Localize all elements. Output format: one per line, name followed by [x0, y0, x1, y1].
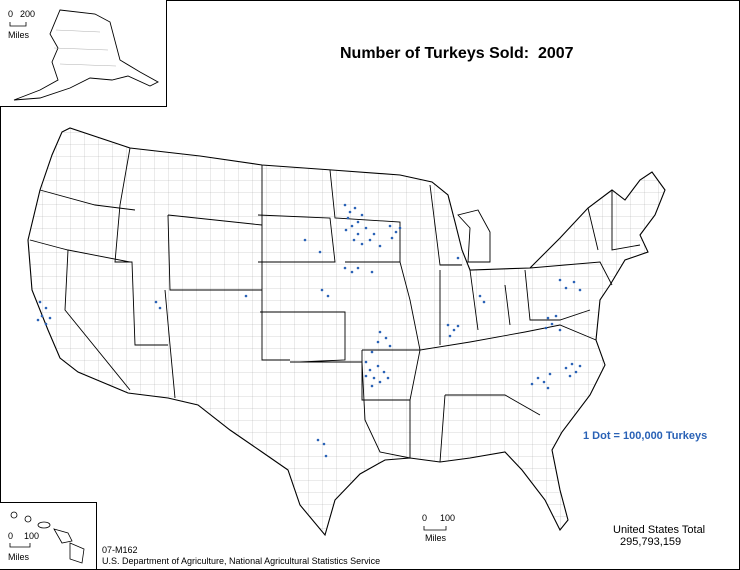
hawaii-scale-unit: Miles	[8, 552, 30, 562]
hawaii-scale-end: 100	[24, 531, 40, 541]
state-boundaries	[29, 147, 641, 463]
alaska-scale-end: 200	[20, 9, 36, 19]
turkey-dots	[36, 203, 582, 458]
hawaii-inset: 0 100 Miles	[0, 502, 97, 569]
main-scale-unit: Miles	[425, 533, 447, 543]
total-value: 295,793,159	[620, 536, 682, 548]
alaska-inset: 0 200 Miles	[0, 0, 167, 107]
main-scale-start: 0	[422, 513, 428, 523]
alaska-scale-start: 0	[8, 9, 14, 19]
dot-legend: 1 Dot = 100,000 Turkeys	[583, 430, 708, 442]
hawaii-scale-start: 0	[8, 531, 14, 541]
alaska-scale-unit: Miles	[8, 30, 30, 40]
map-id: 07-M162	[102, 545, 138, 555]
alaska-shape	[13, 9, 159, 101]
map-title: Number of Turkeys Sold: 2007	[340, 45, 574, 62]
us-outline	[27, 127, 666, 537]
total-label: United States Total	[613, 524, 706, 536]
main-scale-end: 100	[440, 513, 456, 523]
source-credit: U.S. Department of Agriculture, National…	[102, 556, 381, 566]
hawaii-shape	[10, 511, 85, 564]
